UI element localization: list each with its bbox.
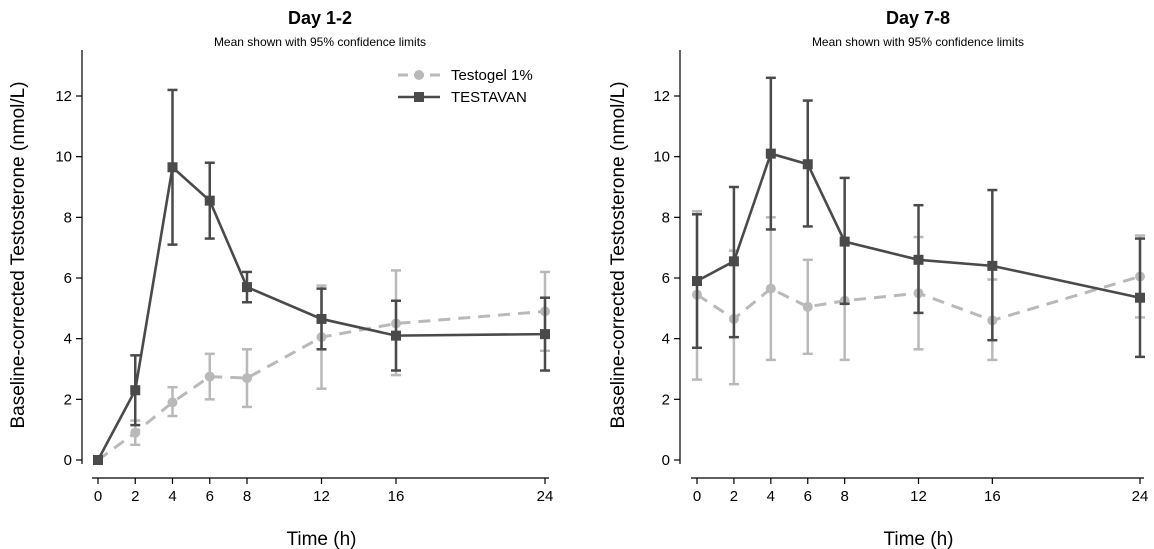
y-tick-label: 6	[662, 270, 670, 287]
data-point	[204, 195, 215, 206]
series-testavan	[93, 88, 550, 465]
data-point	[130, 385, 141, 396]
legend-label: Testogel 1%	[451, 67, 533, 84]
data-point	[728, 256, 739, 267]
x-tick-label: 8	[243, 488, 251, 505]
series-line	[696, 275, 1141, 323]
x-tick-label: 2	[730, 488, 738, 505]
y-tick-label: 12	[55, 88, 72, 105]
x-tick-label: 0	[693, 488, 701, 505]
legend-marker	[414, 70, 424, 80]
x-axis-label: Time (h)	[883, 529, 953, 549]
series-line	[97, 309, 546, 462]
data-point	[802, 301, 813, 312]
y-axis-label: Baseline-corrected Testosterone (nmol/L)	[8, 81, 29, 428]
data-point	[93, 455, 103, 465]
data-point	[1135, 292, 1145, 303]
y-tick-label: 10	[653, 149, 670, 166]
data-point	[802, 159, 813, 170]
data-point	[540, 329, 550, 340]
y-tick-label: 6	[64, 270, 72, 287]
x-tick-label: 8	[840, 488, 848, 505]
data-point	[839, 236, 850, 247]
x-tick-label: 6	[804, 488, 812, 505]
x-tick-label: 16	[388, 488, 405, 505]
x-tick-label: 4	[767, 488, 775, 505]
y-tick-label: 4	[64, 331, 72, 348]
series-line	[696, 152, 1141, 299]
data-point	[242, 282, 252, 293]
data-point	[242, 373, 252, 384]
y-tick-label: 0	[662, 452, 670, 469]
x-tick-label: 24	[537, 488, 554, 505]
data-point	[692, 276, 702, 287]
data-point	[130, 427, 141, 438]
x-tick-label: 12	[910, 488, 927, 505]
legend: Testogel 1% TESTAVAN	[398, 67, 533, 106]
x-tick-label: 24	[1132, 488, 1149, 505]
y-axis-label: Baseline-corrected Testosterone (nmol/L)	[608, 81, 629, 428]
data-point	[391, 330, 401, 341]
chart-title: Day 7-8	[886, 8, 950, 28]
legend-marker	[414, 92, 424, 102]
data-point	[316, 313, 327, 324]
data-point	[765, 283, 776, 294]
x-tick-label: 12	[313, 488, 330, 505]
x-tick-label: 0	[94, 488, 102, 505]
series-testavan	[692, 76, 1145, 359]
y-tick-label: 8	[662, 209, 670, 226]
chart-subtitle: Mean shown with 95% confidence limits	[214, 35, 426, 49]
data-point	[204, 371, 215, 382]
y-tick-label: 10	[55, 149, 72, 166]
data-point	[987, 260, 998, 271]
data-point	[765, 148, 776, 159]
x-tick-label: 4	[168, 488, 176, 505]
legend-label: TESTAVAN	[451, 89, 527, 106]
y-tick-label: 4	[662, 331, 670, 348]
x-tick-label: 6	[206, 488, 214, 505]
chart-panel-1: Day 1-2 Mean shown with 95% confidence li…	[8, 8, 553, 549]
chart-title: Day 1-2	[288, 8, 352, 28]
x-tick-label: 2	[131, 488, 139, 505]
x-axis-label: Time (h)	[286, 529, 356, 549]
chart-subtitle: Mean shown with 95% confidence limits	[812, 35, 1024, 49]
y-tick-label: 2	[64, 391, 72, 408]
chart-panel-2: Day 7-8 Mean shown with 95% confidence li…	[608, 8, 1148, 549]
data-point	[167, 162, 178, 173]
y-tick-label: 0	[64, 452, 72, 469]
data-point	[913, 254, 924, 265]
y-tick-label: 12	[653, 88, 670, 105]
data-point	[167, 397, 178, 408]
y-tick-label: 2	[662, 391, 670, 408]
series-line	[96, 164, 546, 461]
y-tick-label: 8	[64, 209, 72, 226]
x-tick-label: 16	[984, 488, 1001, 505]
